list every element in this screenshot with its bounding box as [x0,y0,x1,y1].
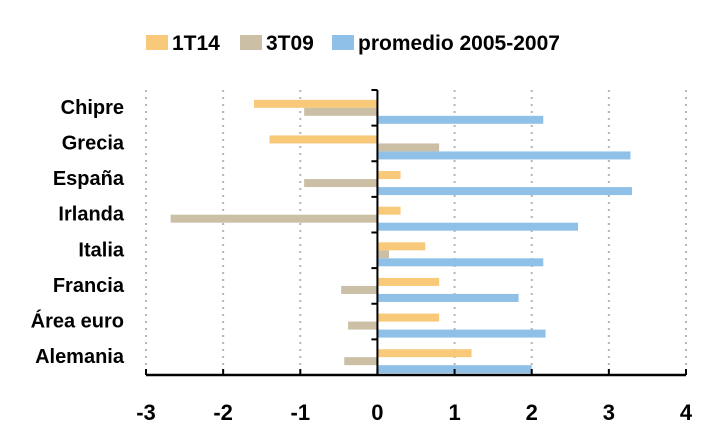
x-tick-label-1: 1 [448,400,460,425]
bar-1t14-alemania [377,349,472,358]
bar-1t14-chipre [254,99,378,108]
bar-promedio-2005-2007-italia [377,258,544,267]
category-label-grecia: Grecia [62,132,125,154]
category-label-espana: España [53,168,125,190]
bar-1t14-grecia [269,135,378,144]
bars [170,99,632,374]
x-tick-label-4: 4 [680,400,693,425]
x-tick-labels: -3 -2 -1 0 1 2 3 4 [136,400,693,425]
category-labels: Chipre Grecia España Irlanda Italia Francia Ár… [31,97,125,368]
bar-promedio-2005-2007-francia [377,293,519,302]
bar-promedio-2005-2007-espana [377,187,632,196]
bar-3t09-area-euro [348,321,378,330]
bar-promedio-2005-2007-grecia [377,151,631,160]
bar-1t14-italia [377,242,426,251]
bar-promedio-2005-2007-chipre [377,115,544,124]
legend-label-promedio-2005-2007: promedio 2005-2007 [358,32,560,55]
x-tick-label-3: -3 [136,400,156,425]
bar-promedio-2005-2007-area-euro [377,329,546,338]
category-label-alemania: Alemania [35,346,125,368]
bar-1t14-francia [377,277,440,286]
legend-swatch-promedio-2005-2007 [332,35,354,50]
bar-3t09-chipre [304,107,378,116]
legend-swatch-3t09 [240,35,262,50]
x-tick-label-3: 3 [603,400,615,425]
x-tick-label-0: 0 [371,400,383,425]
category-label-area-euro: Área euro [31,310,124,333]
axes [145,89,687,377]
category-label-irlanda: Irlanda [58,204,124,226]
legend: 1T14 3T09 promedio 2005-2007 [146,32,560,55]
category-label-francia: Francia [53,275,125,297]
legend-swatch-1t14 [146,35,168,50]
bar-3t09-alemania [344,357,378,366]
bar-1t14-irlanda [377,206,401,215]
bar-3t09-italia [377,250,389,259]
bar-3t09-irlanda [170,214,378,223]
bar-1t14-area-euro [377,313,440,322]
bar-3t09-espana [304,179,378,188]
x-tick-label-2: -2 [213,400,233,425]
category-label-italia: Italia [78,239,124,261]
x-tick-label-2: 2 [526,400,538,425]
legend-label-3t09: 3T09 [266,32,314,55]
category-label-chipre: Chipre [61,97,124,119]
bar-3t09-grecia [377,143,440,152]
bar-1t14-espana [377,171,401,180]
bar-3t09-francia [341,285,378,294]
legend-label-1t14: 1T14 [172,32,220,55]
x-tick-label-1: -1 [291,400,311,425]
bar-promedio-2005-2007-irlanda [377,222,578,231]
